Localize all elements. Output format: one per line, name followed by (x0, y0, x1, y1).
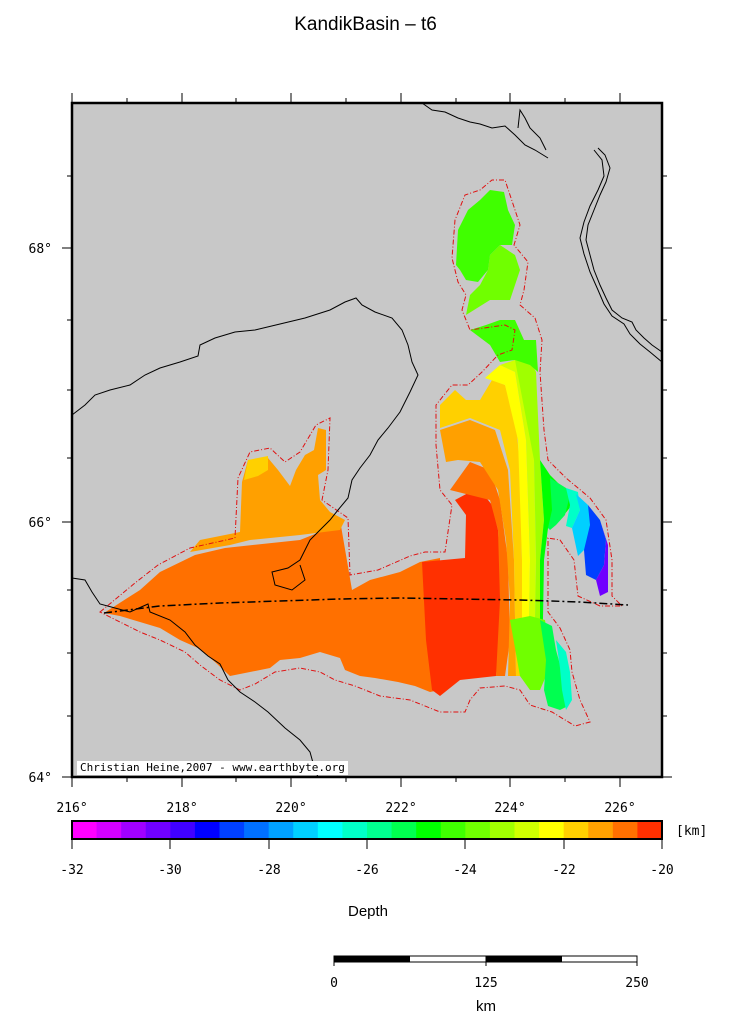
lat-tick-label: 66° (29, 516, 52, 531)
colorbar-cell (367, 821, 393, 839)
depth-region-green-upper (466, 245, 520, 315)
yukon-river-line (71, 297, 419, 591)
lat-tick-marks (62, 175, 672, 778)
basin-outline (99, 179, 624, 727)
scale-label: 0 (330, 976, 338, 991)
lon-tick-label: 222° (385, 801, 416, 816)
colorbar-label: Depth (348, 903, 388, 920)
colorbar-tick-label: -24 (453, 863, 477, 878)
map-frame (70, 101, 664, 779)
colorbar-cell (489, 821, 515, 839)
colorbar-cell (72, 821, 98, 839)
depth-region-aqua (566, 488, 580, 528)
colorbar-tick-label: -20 (650, 863, 673, 878)
colorbar-tick-label: -32 (60, 863, 83, 878)
east-coast-line-2 (579, 149, 663, 363)
lon-tick-label: 218° (166, 801, 197, 816)
lon-tick-marks (71, 93, 621, 787)
lon-tick-label: 224° (494, 801, 525, 816)
northeast-coast-line-2 (517, 108, 547, 151)
depth-region-south-green2 (540, 620, 568, 710)
depth-region-orange (104, 520, 440, 692)
southern-river-line (71, 577, 319, 778)
lat-tick-label: 68° (29, 242, 52, 257)
east-coast-line (585, 147, 663, 353)
coastlines (71, 102, 663, 778)
profile-section-line (103, 597, 629, 614)
depth-region-red (422, 490, 500, 696)
lon-tick-label: 220° (275, 801, 306, 816)
depth-region-yellow (485, 365, 530, 676)
lon-tick-label: 216° (56, 801, 87, 816)
depth-region-south-green (510, 616, 548, 690)
colorbar-cell (170, 821, 196, 839)
lat-tick-label: 64° (29, 771, 52, 786)
scale-label: 250 (625, 976, 648, 991)
depth-region-yellow-tip (244, 456, 268, 480)
depth-region-blue (584, 505, 606, 580)
depth-region-orange-east (450, 462, 510, 676)
colorbar-cell (588, 821, 614, 839)
scale-label: 125 (474, 976, 497, 991)
colorbar: -32 -30 -28 -26 -24 -22 -20 [km] Depth (60, 820, 707, 920)
depth-region-gold (440, 380, 522, 676)
colorbar-cell (637, 821, 663, 839)
depth-region-green-north (456, 190, 515, 282)
depth-region-indigo (596, 520, 608, 596)
colorbar-tick-label: -26 (355, 863, 378, 878)
colorbar-tick-label: -22 (552, 863, 575, 878)
colorbar-cell (145, 821, 171, 839)
map-title: KandikBasin – t6 (294, 14, 437, 35)
colorbar-cell (293, 821, 319, 839)
colorbar-cell (465, 821, 491, 839)
map-credit: Christian Heine,2007 - www.earthbyte.org (77, 761, 348, 775)
colorbar-cell (342, 821, 368, 839)
depth-field (104, 190, 608, 710)
northeast-coast-line (421, 102, 549, 159)
colorbar-cell (219, 821, 245, 839)
lon-tick-label: 226° (604, 801, 635, 816)
colorbar-tick-label: -30 (158, 863, 181, 878)
colorbar-cell (121, 821, 147, 839)
colorbar-cell (440, 821, 466, 839)
scale-bar: 0 125 250 km (330, 955, 649, 1015)
colorbar-cell (244, 821, 270, 839)
depth-region-spring-green (548, 478, 570, 530)
depth-region-amber (440, 420, 516, 676)
depth-region-green-mid (470, 320, 538, 372)
colorbar-cell (268, 821, 294, 839)
depth-region-light-orange (190, 428, 345, 552)
colorbar-cell (539, 821, 565, 839)
colorbar-cell (391, 821, 417, 839)
depth-region-south-aqua (556, 640, 572, 710)
colorbar-tick-label: -28 (257, 863, 280, 878)
colorbar-cell (563, 821, 589, 839)
colorbar-cell (96, 821, 122, 839)
colorbar-cell (514, 821, 540, 839)
colorbar-unit: [km] (676, 824, 707, 839)
colorbar-cell (317, 821, 343, 839)
depth-region-lime (515, 360, 544, 676)
colorbar-cell (416, 821, 442, 839)
colorbar-cell (612, 821, 638, 839)
depth-region-yellow-green (500, 360, 536, 676)
colorbar-cell (194, 821, 220, 839)
scale-unit: km (476, 998, 496, 1015)
